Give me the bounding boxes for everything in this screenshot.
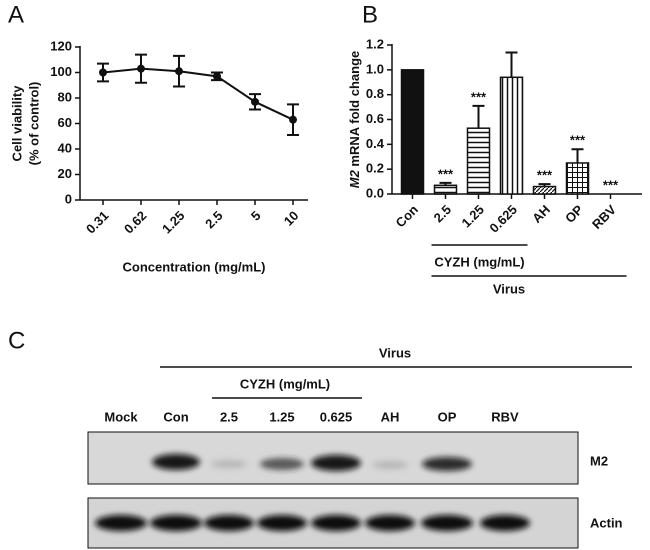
lane-label: Con [163, 409, 188, 424]
y-tick-label: 0.2 [366, 161, 384, 176]
error-bar [538, 183, 551, 187]
x-tick-label: OP [562, 202, 586, 226]
x-tick-label: Con [393, 202, 422, 231]
x-tick-label: 0.62 [121, 208, 150, 237]
point [175, 67, 183, 76]
y-axis-label-part: M2 [347, 169, 362, 188]
error-bar [472, 104, 485, 129]
y-tick-label: 1.0 [366, 61, 384, 76]
panel-label: C [8, 327, 25, 354]
group-label: CYZH (mg/mL) [434, 254, 524, 269]
line [102, 67, 294, 121]
y-tick-label: 0.4 [366, 136, 385, 151]
y-axis-label-part: mRNA fold change [347, 51, 362, 167]
lane-label: Mock [104, 409, 138, 424]
lane-label: 2.5 [220, 409, 238, 424]
bar [499, 76, 524, 195]
bar [466, 127, 491, 195]
bands [95, 454, 530, 531]
lane-label: RBV [491, 409, 519, 424]
error-bar [571, 148, 584, 163]
y-tick-label: 120 [50, 38, 72, 53]
header: Virus [379, 345, 411, 360]
x-axis-label: Concentration (mg/mL) [123, 259, 266, 274]
lane-label: OP [438, 409, 457, 424]
row-label: M2 [590, 453, 608, 468]
annotation: *** [603, 177, 619, 192]
y-tick-label: 80 [58, 89, 72, 104]
y-tick-label: 60 [58, 115, 72, 130]
panel-label: B [362, 1, 378, 28]
bar [565, 162, 590, 195]
bar [400, 69, 425, 195]
annotation: *** [438, 166, 454, 181]
x-tick-label: 1.25 [159, 208, 188, 237]
point [99, 68, 107, 77]
x-tick-label: AH [529, 202, 553, 226]
lane-label: 0.625 [320, 409, 353, 424]
x-tick-label: 5 [248, 208, 264, 224]
y-tick-label: 40 [58, 140, 72, 155]
x-tick-label: 0.625 [486, 202, 520, 236]
panel-label: A [8, 1, 24, 28]
point [251, 97, 259, 106]
error-bar [439, 181, 452, 186]
y-tick-label: 0.6 [366, 111, 384, 126]
y-tick-label: 100 [50, 64, 72, 79]
y-axis-label: Cell viability [9, 85, 24, 162]
point [289, 115, 297, 124]
group-label: Virus [493, 281, 525, 296]
y-tick-label: 0 [65, 191, 72, 206]
point [213, 72, 221, 81]
lane-label: 1.25 [269, 409, 294, 424]
x-tick-label: 2.5 [202, 208, 225, 231]
x-tick-label: 2.5 [431, 202, 454, 225]
x-tick-label: 0.31 [83, 208, 112, 237]
y-axis-label: M2 mRNA fold change [347, 51, 362, 189]
bar [433, 184, 458, 195]
x-tick-label: 1.25 [459, 202, 488, 231]
lane-label: AH [381, 409, 400, 424]
y-tick-label: 0.8 [366, 86, 384, 101]
x-tick-label: RBV [589, 202, 619, 232]
error-bar [505, 51, 518, 78]
y-tick-label: 0.0 [366, 185, 384, 200]
annotation: *** [570, 133, 586, 148]
y-tick-label: 20 [58, 166, 72, 181]
row-label: Actin [590, 515, 623, 530]
western-blot: C Virus CYZH (mg/mL) [8, 327, 632, 549]
y-tick-label: 1.2 [366, 36, 384, 51]
bar [532, 185, 557, 195]
y-axis-label: (% of control) [26, 82, 41, 166]
annotation: *** [537, 168, 553, 183]
annotation: *** [471, 89, 487, 104]
subheader: CYZH (mg/mL) [240, 376, 330, 391]
x-tick-label: 10 [281, 208, 302, 229]
point [137, 64, 145, 73]
